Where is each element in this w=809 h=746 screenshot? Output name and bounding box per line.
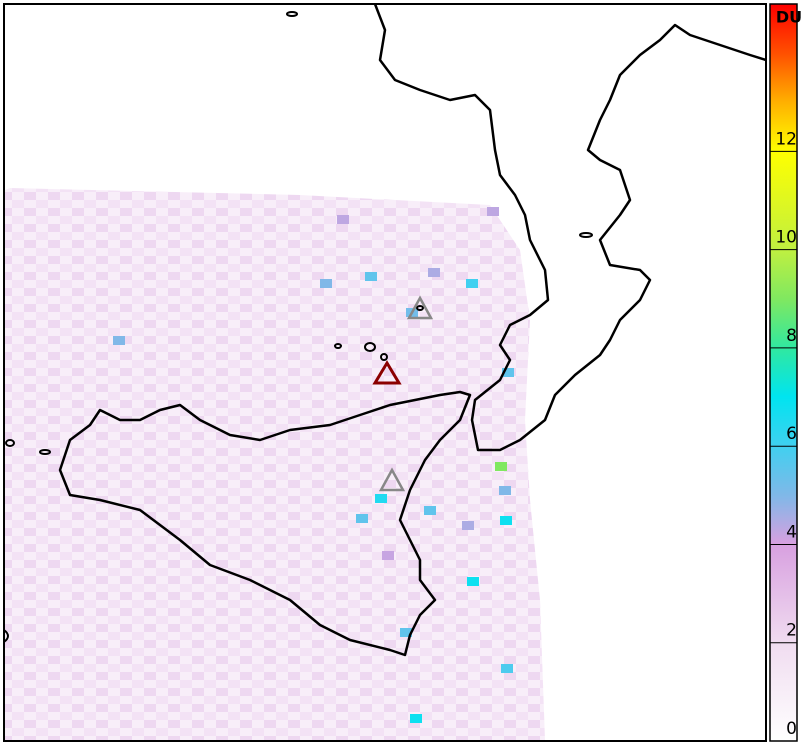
cell [502,368,514,377]
cell [356,514,368,523]
island [380,353,388,361]
cell [501,664,513,673]
colorbar-title: DU [776,8,802,27]
colorbar-tick-label: 0 [786,719,797,739]
cell [428,268,440,277]
colorbar: DU 0 2 4 6 8 10 12 [769,3,802,742]
data-swath [5,188,545,740]
colorbar-tick-label: 2 [786,621,797,641]
colorbar-fill [770,4,797,741]
island [334,343,342,349]
map-frame [3,3,767,742]
coastline-sicily [58,390,472,657]
cell [410,714,422,723]
cell [365,272,377,281]
cell [495,462,507,471]
island [286,11,298,17]
cell [382,551,394,560]
cell [337,215,349,224]
volcano-marker-active [372,360,402,385]
colorbar-tick-label: 8 [786,326,797,346]
island [3,629,9,643]
island [5,439,15,447]
cell [500,516,512,525]
colorbar-tick-label: 12 [775,129,797,149]
cell [466,279,478,288]
island [364,342,376,352]
cell [320,279,332,288]
cell [113,336,125,345]
cell [487,207,499,216]
island [416,305,424,311]
cell [400,628,412,637]
colorbar-tick-label: 6 [786,424,797,444]
coastline-mainland [373,3,767,452]
colorbar-tick-label: 4 [786,522,797,542]
map-area [3,3,767,742]
cell [462,521,474,530]
island [579,232,593,238]
cell [424,506,436,515]
volcano-marker [406,295,434,320]
island [39,449,51,455]
colorbar-tick-label: 10 [775,228,797,248]
cell [375,494,387,503]
cell [499,486,511,495]
volcano-marker [378,467,406,492]
cell [467,577,479,586]
